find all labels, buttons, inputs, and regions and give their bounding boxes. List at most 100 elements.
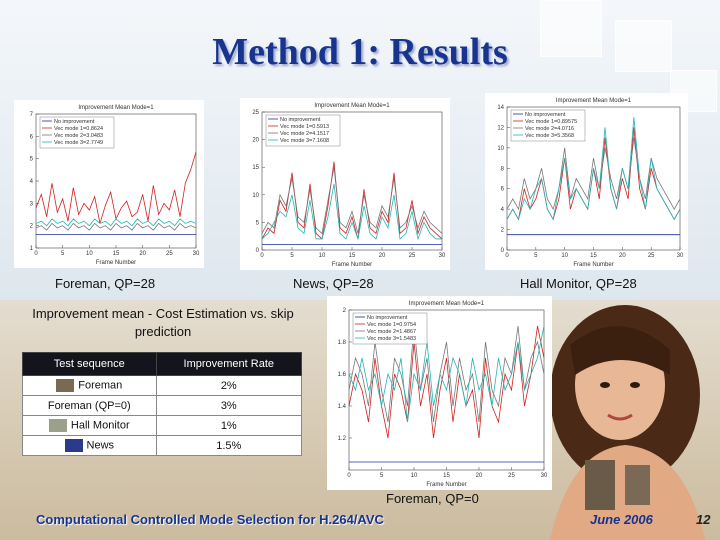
x-tick-label: 15 [443,473,450,479]
cell-rate: 2% [155,375,303,396]
plot-news-qp28: Improvement Mean Mode=1 0 5 10 15 20 25 0 5 10 15 2… [240,98,450,270]
chart-title: Improvement Mean Mode=1 [78,105,154,111]
hall-monitor-thumbnail-icon [48,419,67,432]
decor-tile [540,0,602,57]
x-tick-label: 30 [193,251,200,257]
chart-title: Improvement Mean Mode=1 [314,103,390,109]
y-tick-label: 12 [497,125,504,131]
legend-entry: No improvement [367,315,408,321]
x-tick-label: 30 [439,253,446,259]
cell-sequence: News [22,435,157,456]
footer-title: Computational Controlled Mode Selection … [36,512,384,527]
foreman-thumbnail-icon [56,379,75,392]
legend-entry: Vec mode 3=1.5483 [367,336,416,342]
chart-title: Improvement Mean Mode=1 [556,98,632,104]
series-line [35,151,197,224]
results-table: Test sequence Improvement Rate Foreman 2… [22,352,303,456]
x-tick-label: 15 [590,253,597,259]
series-line [35,222,197,231]
cell-rate: 1% [155,415,303,436]
y-tick-label: 1.2 [338,436,347,442]
header-test-sequence: Test sequence [22,352,157,376]
x-tick-label: 30 [541,473,548,479]
series-line [35,218,197,227]
series-line [348,325,545,423]
x-tick-label: 15 [349,253,356,259]
x-tick-label: 0 [505,253,509,259]
y-tick-label: 20 [252,138,259,144]
legend-box [39,116,115,149]
plot-foreman-qp28: Improvement Mean Mode=1 1 2 3 4 5 6 7 0 5 10 15 20 25… [14,100,204,268]
legend-box [352,312,428,345]
legend-entry: Vec mode 1=0.5913 [280,124,329,130]
series-line [261,183,442,241]
legend-entry: Vec mode 3=7.1608 [280,138,329,144]
y-tick-label: 7 [30,112,34,118]
x-axis-label: Frame Number [96,260,136,266]
table-row: Foreman (QP=0) 3% [22,395,303,416]
cell-rate: 1.5% [155,435,303,456]
y-tick-label: 0 [256,248,260,254]
table-row: Foreman 2% [22,375,303,396]
y-tick-label: 1.8 [338,340,347,346]
legend-entry: Vec mode 2=4.1517 [280,131,329,137]
cell-sequence: Foreman [22,375,157,396]
cell-sequence-label: Foreman [78,379,123,392]
legend-entry: No improvement [280,117,321,123]
x-tick-label: 0 [260,253,264,259]
caption-plot2: News, QP=28 [293,276,374,291]
y-tick-label: 2 [343,308,347,314]
y-tick-label: 2 [501,228,505,234]
cell-rate: 3% [155,395,303,416]
y-tick-label: 4 [501,207,505,213]
cell-sequence-label: News [86,439,115,452]
plot-foreman-qp0: Improvement Mean Mode=1 1.2 1.4 1.6 1.8 2 0 5 10… [327,296,552,490]
y-tick-label: 15 [252,165,259,171]
legend-box [510,109,586,142]
chart-svg: Improvement Mean Mode=1 0 2 4 6 8 10 12 14 0 5 10 15… [497,98,684,268]
chart-svg: Improvement Mean Mode=1 0 5 10 15 20 25 0 5 10 15 2… [252,103,446,268]
footer-date: June 2006 [590,512,653,527]
y-tick-label: 6 [501,187,505,193]
legend-entry: Vec mode 1=0.8624 [54,126,103,132]
x-tick-label: 10 [561,253,568,259]
x-tick-label: 5 [290,253,294,259]
x-tick-label: 10 [319,253,326,259]
cell-sequence: Foreman (QP=0) [22,395,157,416]
y-tick-label: 2 [30,224,34,230]
x-tick-label: 25 [409,253,416,259]
legend-entry: No improvement [525,112,566,118]
x-tick-label: 0 [347,473,351,479]
y-tick-label: 1 [30,246,34,252]
x-tick-label: 20 [379,253,386,259]
chart-title: Improvement Mean Mode=1 [409,301,485,307]
table-header-row: Test sequence Improvement Rate [22,352,303,376]
legend-entry: Vec mode 2=4.0716 [525,126,574,132]
x-tick-label: 5 [534,253,538,259]
y-tick-label: 8 [501,166,505,172]
table-row: News 1.5% [22,435,303,456]
x-tick-label: 15 [113,251,120,257]
x-tick-label: 25 [166,251,173,257]
decor-tile [615,20,672,72]
legend-entry: Vec mode 2=3.0483 [54,133,103,139]
y-tick-label: 4 [30,179,34,185]
legend-entry: Vec mode 3=2.7749 [54,140,103,146]
x-tick-label: 5 [61,251,65,257]
cell-sequence: Hall Monitor [22,415,157,436]
y-tick-label: 0 [501,248,505,254]
x-tick-label: 5 [380,473,384,479]
x-tick-label: 20 [476,473,483,479]
table-row: Hall Monitor 1% [22,415,303,436]
x-tick-label: 0 [34,251,38,257]
legend-entry: Vec mode 3=5.3568 [525,133,574,139]
legend-entry: No improvement [54,119,95,125]
chart-svg: Improvement Mean Mode=1 1 2 3 4 5 6 7 0 5 10 15 20 25… [30,105,200,266]
x-axis-label: Frame Number [573,262,613,268]
slide-title: Method 1: Results [212,31,508,73]
cell-sequence-label: Hall Monitor [70,419,130,432]
x-tick-label: 25 [508,473,515,479]
x-axis-label: Frame Number [332,262,372,268]
y-tick-label: 5 [256,220,260,226]
plot-hall-monitor-qp28: Improvement Mean Mode=1 0 2 4 6 8 10 12 14 0 5 10 15… [485,93,688,270]
